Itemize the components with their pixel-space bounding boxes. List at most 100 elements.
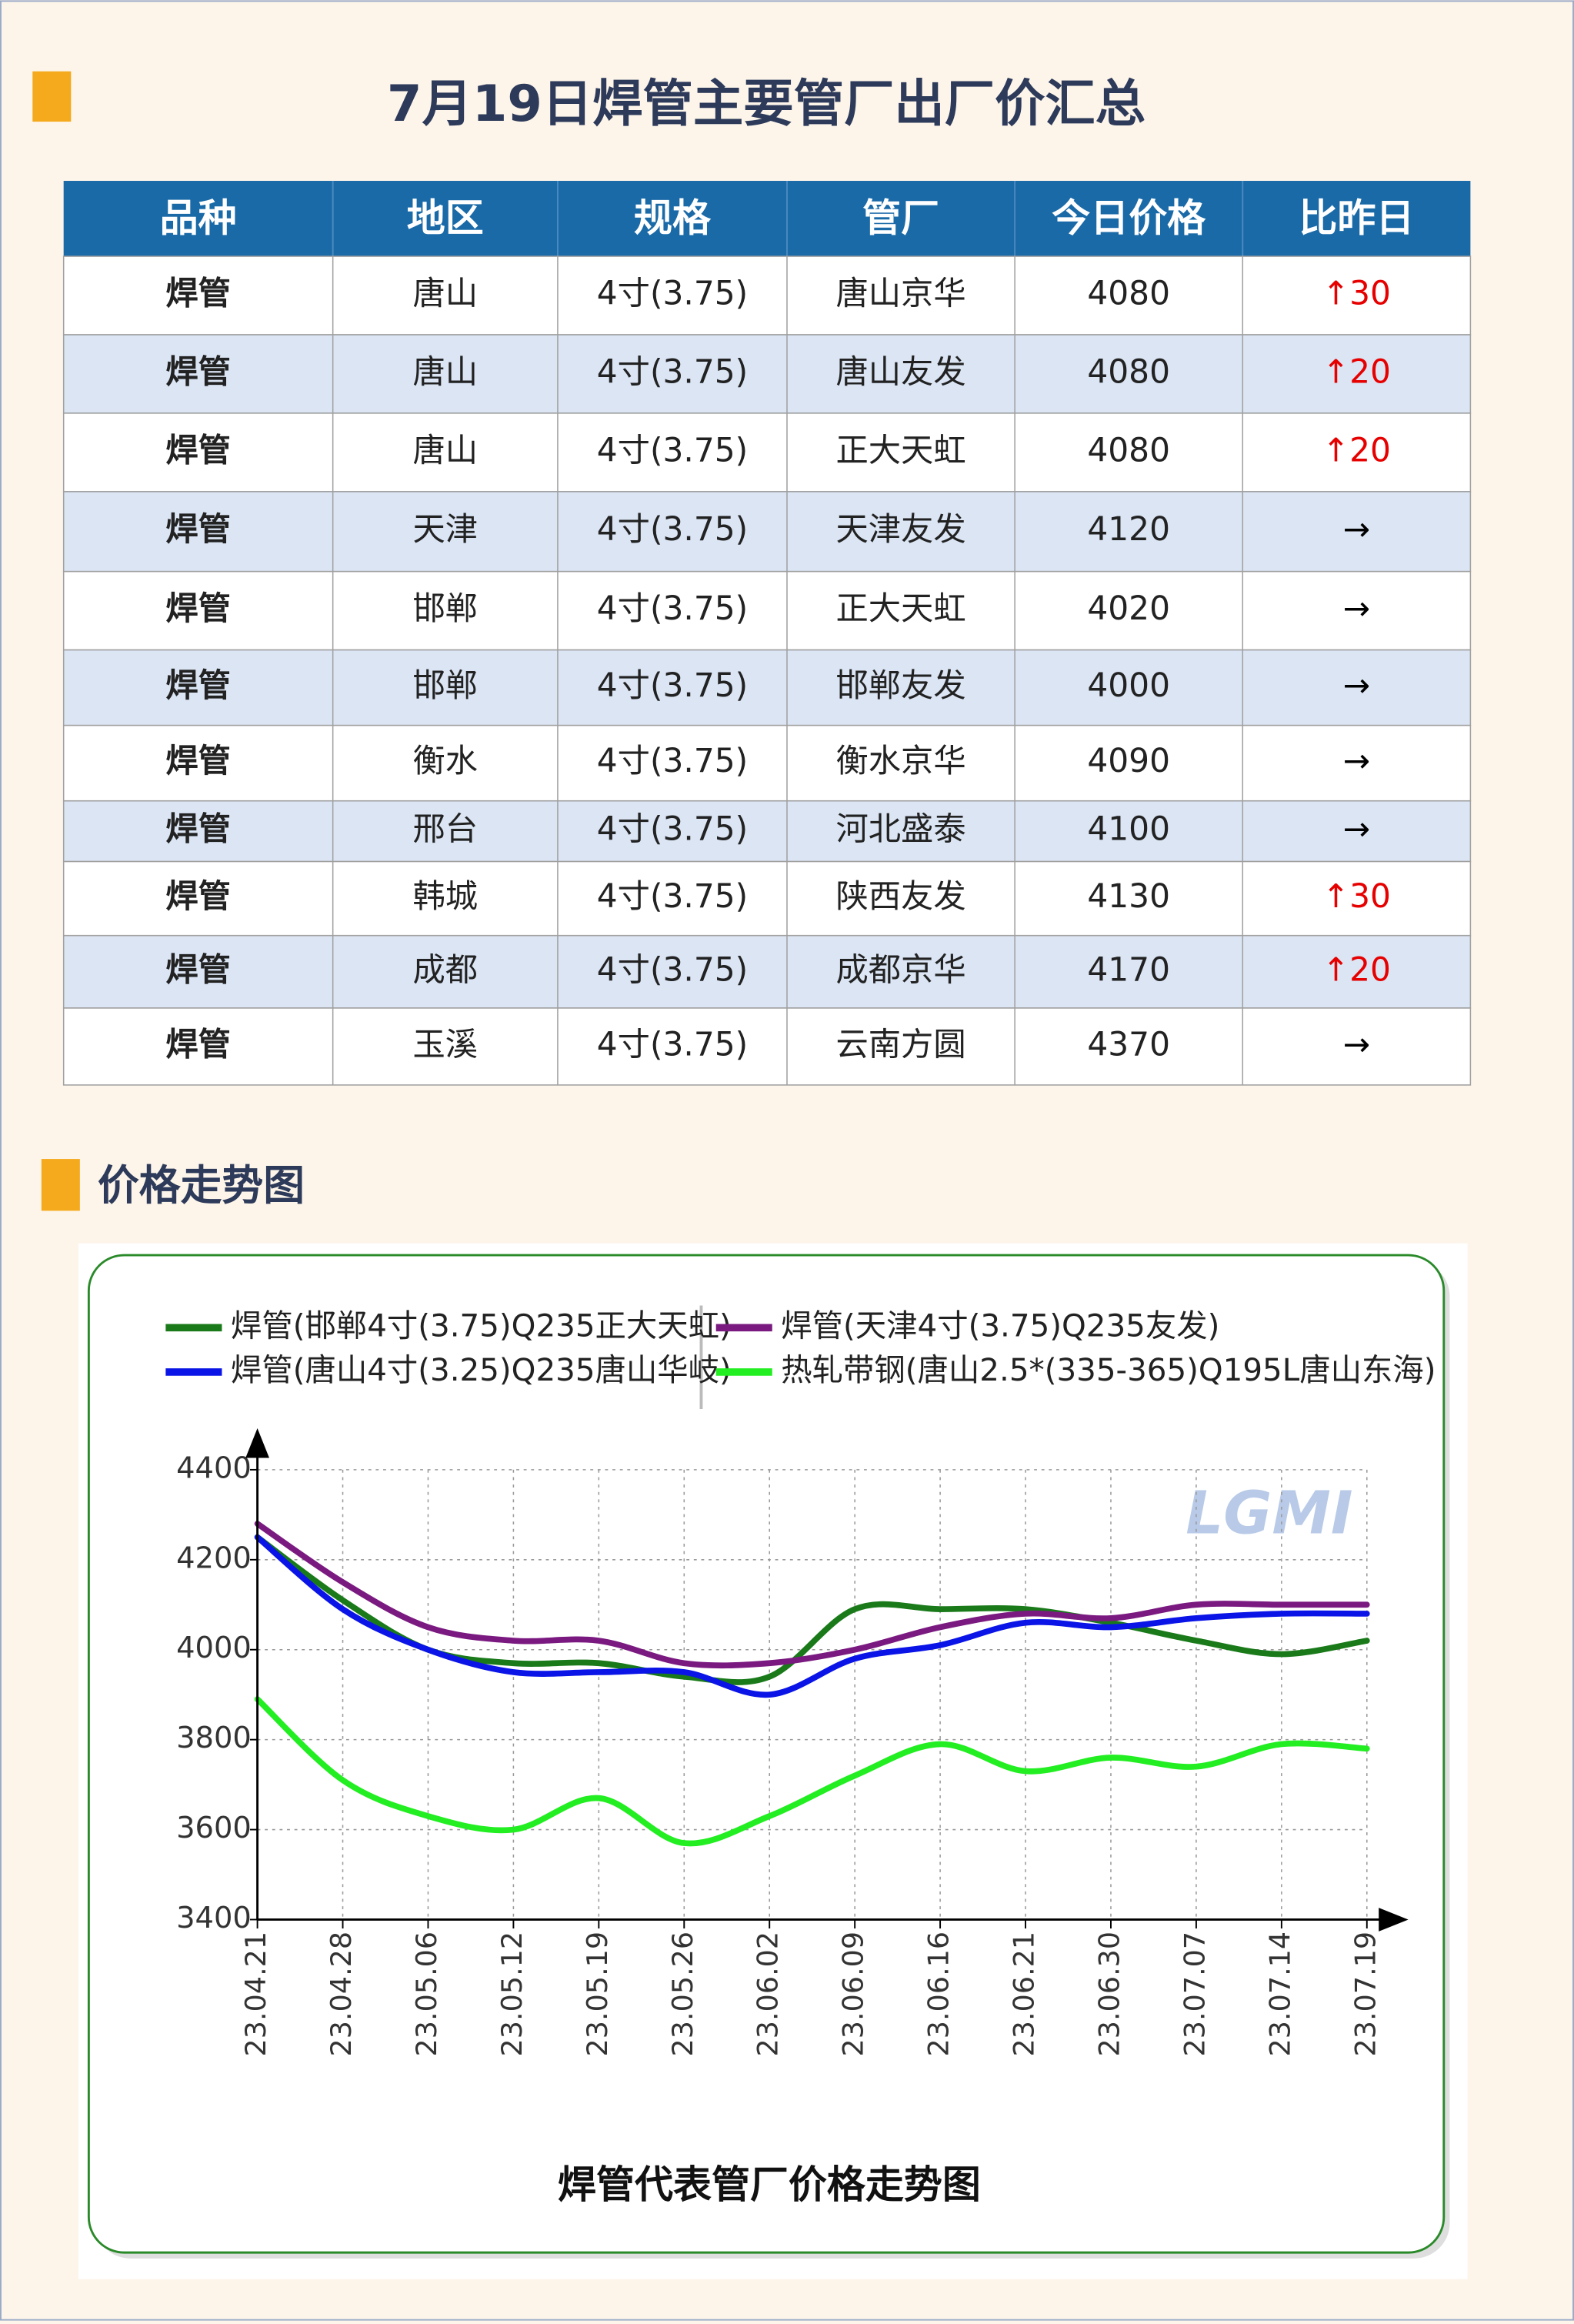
table-row: [62, 934, 1472, 1009]
x-tick-label: 23.07.14: [1263, 1932, 1296, 2057]
table-cell: 4寸(3.75): [597, 1025, 748, 1063]
table-cell: 天津: [412, 510, 478, 548]
table-cell: 4170: [1087, 950, 1170, 988]
table-cell: 邯郸: [412, 666, 478, 704]
table-cell: 焊管: [165, 589, 231, 627]
table-cell: 衡水京华: [835, 742, 965, 780]
header-cell: 今日价格: [1052, 195, 1206, 240]
table-cell: 正大天虹: [835, 431, 965, 469]
table-cell: 4370: [1087, 1025, 1170, 1063]
table-cell: →: [1343, 510, 1370, 548]
table-cell: 4120: [1087, 510, 1170, 548]
table-cell: 焊管: [165, 810, 231, 848]
table-cell: 成都京华: [835, 950, 965, 988]
x-tick-label: 23.06.30: [1092, 1932, 1125, 2057]
table-row: [62, 800, 1472, 863]
table-cell: ↑20: [1322, 431, 1391, 469]
table-row: [62, 724, 1472, 802]
line-chart: LGMI 3400 3600 3800 4000 4200 4400 23.04.21 23.0…: [165, 1307, 1436, 2207]
table-row: [62, 860, 1472, 937]
y-arrow: [245, 1428, 269, 1458]
y-tick-label: 4400: [176, 1451, 252, 1485]
series-line: [254, 1696, 1370, 1847]
y-tick-label: 3400: [176, 1901, 252, 1935]
table-row: [62, 412, 1472, 493]
table-cell: 云南方圆: [835, 1025, 965, 1063]
table-cell: 4寸(3.75): [597, 510, 748, 548]
series-line: [254, 1534, 1370, 1698]
table-cell: 唐山友发: [835, 352, 965, 390]
header-cell: 地区: [407, 195, 484, 240]
table-cell: 4寸(3.75): [597, 877, 748, 915]
legend-label: 焊管(天津4寸(3.75)Q235友发): [781, 1307, 1219, 1344]
table-cell: 衡水: [412, 742, 478, 780]
table-cell: 陕西友发: [835, 877, 965, 915]
watermark: LGMI: [1186, 1479, 1352, 1548]
table-row: [62, 255, 1472, 336]
legend-label: 热轧带钢(唐山2.5*(335-365)Q195L唐山东海): [781, 1352, 1436, 1388]
x-tick-label: 23.04.21: [239, 1932, 272, 2057]
table-cell: 4寸(3.75): [597, 810, 748, 848]
table-row: [62, 334, 1472, 414]
header-cell: 管厂: [862, 195, 939, 240]
table-cell: 邯郸友发: [835, 666, 965, 704]
table-cell: 4寸(3.75): [597, 666, 748, 704]
x-tick-label: 23.07.19: [1349, 1932, 1382, 2057]
section-marker: [41, 1159, 80, 1211]
x-arrow: [1379, 1908, 1409, 1932]
legend-label: 焊管(邯郸4寸(3.75)Q235正大天虹): [231, 1307, 732, 1344]
table-cell: 唐山: [412, 352, 478, 390]
x-tick-label: 23.07.07: [1178, 1932, 1211, 2057]
table-row: [62, 491, 1472, 573]
table-cell: 焊管: [165, 275, 231, 312]
table-cell: 焊管: [165, 1025, 231, 1063]
section-title: 价格走势图: [98, 1161, 305, 1210]
table-cell: 4130: [1087, 877, 1170, 915]
header-cell: 规格: [634, 195, 712, 240]
table-cell: →: [1343, 810, 1370, 848]
table-cell: 正大天虹: [835, 589, 965, 627]
table-cell: 4寸(3.75): [597, 352, 748, 390]
x-tick-label: 23.05.19: [581, 1932, 614, 2057]
table-header-bg: [63, 181, 1471, 257]
table-cell: 4090: [1087, 742, 1170, 780]
table-cell: 4寸(3.75): [597, 275, 748, 312]
table-cell: 邯郸: [412, 589, 478, 627]
table-cell: 玉溪: [412, 1025, 478, 1063]
table-row: [62, 1007, 1472, 1086]
table-cell: 4寸(3.75): [597, 742, 748, 780]
table-cell: 焊管: [165, 742, 231, 780]
x-tick-label: 23.05.26: [666, 1932, 699, 2057]
table-cell: 焊管: [165, 666, 231, 704]
table-cell: 唐山: [412, 275, 478, 312]
y-tick-label: 4000: [176, 1631, 252, 1665]
legend-label: 焊管(唐山4寸(3.25)Q235唐山华岐): [231, 1352, 732, 1388]
table-cell: →: [1343, 1025, 1370, 1063]
table-cell: 河北盛泰: [835, 810, 965, 848]
y-tick-label: 3600: [176, 1811, 252, 1845]
x-tick-label: 23.06.02: [752, 1932, 785, 2057]
header-cell: 品种: [160, 195, 237, 240]
chart-title: 焊管代表管厂价格走势图: [558, 2162, 981, 2207]
table-cell: 天津友发: [835, 510, 965, 548]
table-cell: →: [1343, 742, 1370, 780]
table-cell: 4寸(3.75): [597, 431, 748, 469]
table-cell: 4080: [1087, 275, 1170, 312]
table-cell: ↑30: [1322, 275, 1391, 312]
table-cell: 4020: [1087, 589, 1170, 627]
table-cell: 唐山: [412, 431, 478, 469]
table-cell: 成都: [412, 950, 478, 988]
table-cell: →: [1343, 666, 1370, 704]
table-cell: 4000: [1087, 666, 1170, 704]
x-tick-label: 23.06.09: [837, 1932, 870, 2057]
table-row: [62, 649, 1472, 726]
table-row: [62, 570, 1472, 651]
y-tick-label: 4200: [176, 1541, 252, 1575]
table-cell: 4寸(3.75): [597, 589, 748, 627]
table-cell: 邢台: [412, 810, 478, 848]
x-tick-label: 23.05.12: [495, 1932, 529, 2057]
title-marker: [32, 71, 72, 122]
table-cell: 焊管: [165, 877, 231, 915]
